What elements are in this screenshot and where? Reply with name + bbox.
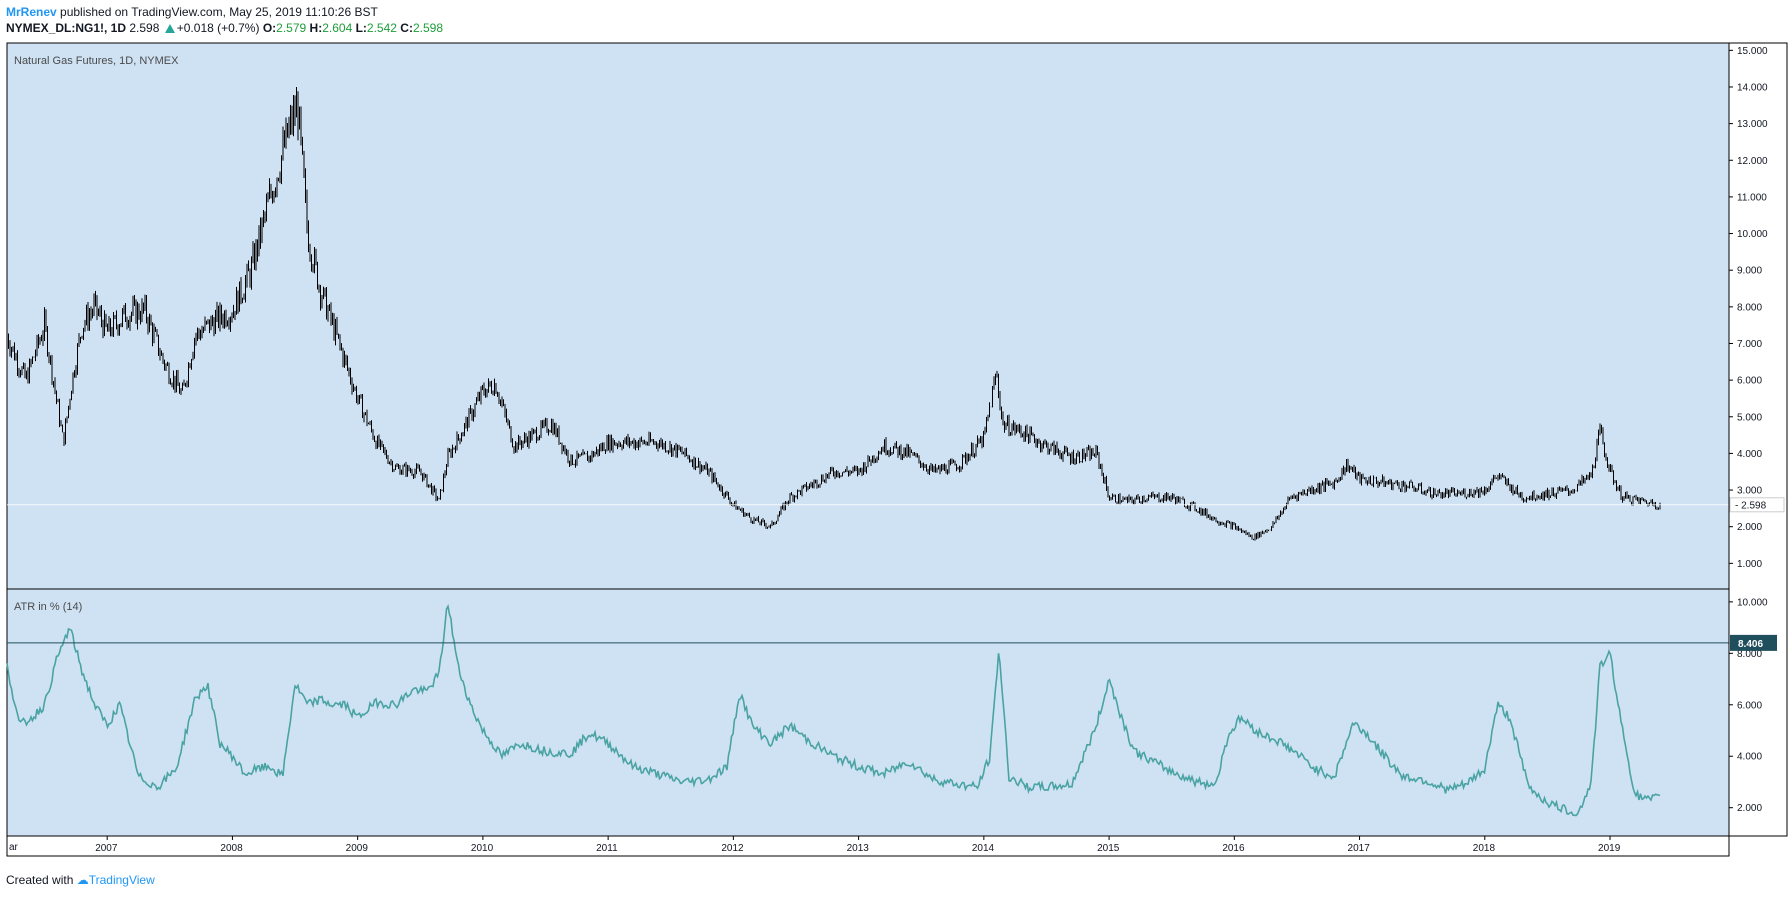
y-axis-frame bbox=[1728, 42, 1788, 837]
price-tick-label: 6.000 bbox=[1737, 376, 1762, 387]
atr-tick-label: 2.000 bbox=[1737, 803, 1762, 814]
close-value: 2.598 bbox=[412, 21, 443, 35]
atr-panel-title: ATR in % (14) bbox=[14, 601, 82, 613]
price-change: +0.018 (+0.7%) bbox=[176, 21, 260, 35]
last-price-box bbox=[1729, 497, 1785, 513]
x-tick-label: 2015 bbox=[1097, 843, 1120, 854]
price-tick-label: 4.000 bbox=[1737, 449, 1762, 460]
x-tick-label: 2011 bbox=[596, 843, 618, 854]
high-value: 2.604 bbox=[322, 21, 353, 35]
x-tick-label: 2009 bbox=[346, 843, 369, 854]
x-tick-label: 2013 bbox=[847, 843, 870, 854]
footer: Created with ☁TradingView bbox=[6, 873, 155, 887]
price-tick-label: 8.000 bbox=[1737, 302, 1762, 313]
price-tick-label: 2.000 bbox=[1737, 522, 1762, 533]
last-price: 2.598 bbox=[129, 21, 160, 35]
open-label: O: bbox=[262, 21, 277, 35]
x-tick-label: 2019 bbox=[1598, 843, 1621, 854]
publish-line: MrRenev published on TradingView.com, Ma… bbox=[6, 4, 378, 20]
x-tick-label: 2007 bbox=[95, 843, 118, 854]
author-link[interactable]: MrRenev bbox=[6, 5, 57, 19]
price-panel-title: Natural Gas Futures, 1D, NYMEX bbox=[14, 55, 179, 67]
published-text: published on TradingView.com, May 25, 20… bbox=[60, 5, 378, 19]
atr-tick-label: 4.000 bbox=[1737, 752, 1762, 763]
axes: 1.000 2.000 3.000 4.000 5.000 6.000 7.000 8.000… bbox=[6, 42, 1788, 857]
tradingview-brand[interactable]: TradingView bbox=[88, 873, 155, 887]
price-tick-label: 13.000 bbox=[1737, 119, 1768, 130]
x-tick-label: 2017 bbox=[1348, 843, 1371, 854]
price-tick-label: 15.000 bbox=[1737, 46, 1768, 57]
atr-tick-label: 10.000 bbox=[1737, 597, 1768, 608]
last-price-label: - 2.598 bbox=[1735, 500, 1767, 511]
price-tick-label: 11.000 bbox=[1737, 192, 1767, 203]
x-tick-label: 2008 bbox=[220, 843, 243, 854]
atr-tick-label: 6.000 bbox=[1737, 700, 1762, 711]
low-label: L: bbox=[355, 21, 367, 35]
price-tick-label: 3.000 bbox=[1737, 486, 1762, 497]
x-axis-frame bbox=[6, 835, 1730, 857]
price-bars bbox=[6, 87, 1729, 541]
x-tick-label: 2018 bbox=[1473, 843, 1496, 854]
x-tick-label: 2016 bbox=[1222, 843, 1245, 854]
price-tick-label: 14.000 bbox=[1737, 82, 1768, 93]
high-label: H: bbox=[309, 21, 323, 35]
close-label: C: bbox=[400, 21, 413, 35]
atr-series-line bbox=[6, 603, 1661, 817]
open-value: 2.579 bbox=[276, 21, 307, 35]
x-axis-start-label: ar bbox=[9, 842, 19, 853]
tradingview-logo-icon[interactable]: ☁ bbox=[76, 873, 89, 887]
price-panel[interactable] bbox=[6, 42, 1730, 590]
price-tick-label: 7.000 bbox=[1737, 339, 1762, 350]
atr-level-box bbox=[1730, 634, 1777, 651]
atr-level-label: 8.406 bbox=[1738, 639, 1763, 650]
price-tick-label: 1.000 bbox=[1737, 559, 1762, 570]
symbol-legend: NYMEX_DL:NG1!, 1D 2.598 +0.018 (+0.7%) O… bbox=[6, 20, 443, 36]
x-tick-label: 2012 bbox=[721, 843, 744, 854]
price-tick-label: 9.000 bbox=[1737, 266, 1762, 277]
price-tick-label: 12.000 bbox=[1737, 156, 1768, 167]
atr-panel[interactable] bbox=[6, 588, 1730, 837]
symbol-name: NYMEX_DL:NG1!, 1D bbox=[6, 21, 127, 35]
x-tick-label: 2010 bbox=[471, 843, 494, 854]
low-value: 2.542 bbox=[366, 21, 397, 35]
x-tick-label: 2014 bbox=[972, 843, 995, 854]
price-tick-label: 10.000 bbox=[1737, 229, 1768, 240]
up-arrow-icon bbox=[164, 24, 175, 33]
price-tick-label: 5.000 bbox=[1737, 412, 1762, 423]
atr-line bbox=[6, 603, 1729, 817]
atr-tick-label: 8.000 bbox=[1737, 649, 1762, 660]
created-with-text: Created with bbox=[6, 873, 74, 887]
